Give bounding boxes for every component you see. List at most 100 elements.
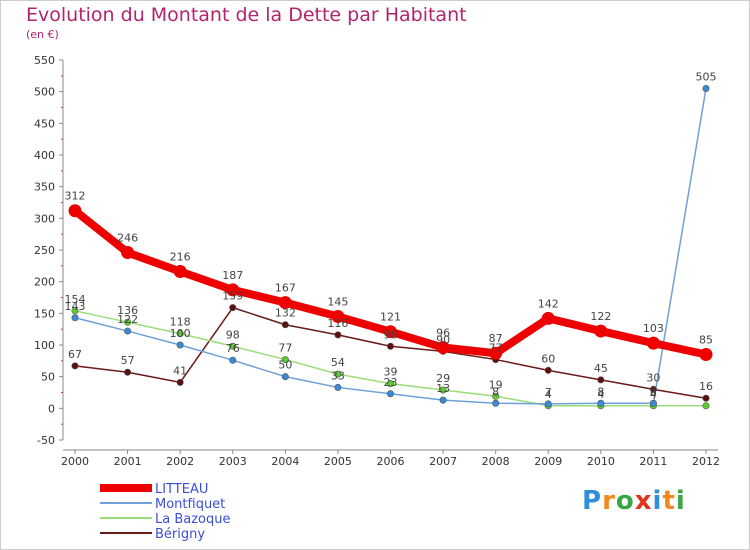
x-tick-label: 2004	[271, 455, 299, 468]
y-tick-label: 550	[34, 54, 55, 67]
data-point	[646, 336, 660, 350]
data-label: 187	[222, 269, 243, 282]
data-label: 98	[226, 328, 240, 341]
x-tick-label: 2002	[166, 455, 194, 468]
chart-title: Evolution du Montant de la Dette par Hab…	[26, 4, 467, 26]
data-point	[649, 399, 657, 407]
data-label: 154	[65, 293, 86, 306]
data-label: 30	[646, 371, 660, 384]
y-tick-label: 50	[41, 371, 55, 384]
data-label: 57	[121, 354, 135, 367]
data-label: 54	[331, 356, 345, 369]
data-point	[124, 318, 132, 326]
data-point	[439, 396, 447, 404]
data-label: 121	[380, 311, 401, 324]
logo-letter: P	[582, 486, 603, 516]
data-point	[386, 390, 394, 398]
chart-subtitle: (en €)	[26, 28, 59, 41]
data-point	[121, 246, 135, 260]
x-tick-label: 2011	[639, 455, 667, 468]
data-label: 159	[222, 290, 243, 303]
data-point	[386, 342, 394, 350]
data-label: 142	[538, 297, 559, 310]
data-point	[439, 386, 447, 394]
data-point	[436, 341, 450, 355]
data-point	[649, 385, 657, 393]
data-label: 13	[436, 382, 450, 395]
data-point	[229, 356, 237, 364]
x-tick-label: 2009	[534, 455, 562, 468]
data-point	[699, 348, 713, 361]
data-label: 29	[436, 372, 450, 385]
proxiti-logo: Proxiti	[582, 486, 686, 516]
y-tick-label: 150	[34, 307, 55, 320]
data-label: 145	[327, 296, 348, 309]
data-label: 77	[489, 342, 503, 355]
data-point	[331, 310, 345, 323]
data-point	[334, 383, 342, 391]
x-tick-label: 2010	[587, 455, 615, 468]
legend-label: LITTEAU	[155, 482, 208, 497]
x-tick-label: 2003	[219, 455, 247, 468]
logo-letter: r	[602, 486, 616, 516]
data-point	[281, 321, 289, 329]
data-point	[544, 400, 552, 408]
logo-letter: i	[652, 486, 663, 516]
data-point	[281, 373, 289, 381]
logo-letter: o	[615, 486, 635, 516]
data-point	[334, 370, 342, 378]
data-label: 7	[545, 386, 552, 399]
data-label: 90	[436, 333, 450, 346]
data-label: 100	[170, 327, 191, 340]
data-label: 45	[594, 362, 608, 375]
data-label: 505	[696, 71, 717, 84]
data-point	[71, 307, 79, 315]
x-tick-label: 2012	[692, 455, 720, 468]
x-tick-label: 2005	[324, 455, 352, 468]
data-point	[702, 394, 710, 402]
y-tick-label: 0	[48, 402, 55, 415]
data-label: 136	[117, 304, 138, 317]
data-point	[597, 399, 605, 407]
data-label: 76	[226, 342, 240, 355]
data-point	[71, 362, 79, 370]
series-line-montfiquet	[74, 87, 707, 405]
data-label: 96	[436, 327, 450, 340]
data-label: 16	[699, 380, 713, 393]
data-point	[386, 380, 394, 388]
data-label: 143	[65, 300, 86, 313]
data-point	[71, 314, 79, 322]
data-label: 23	[384, 376, 398, 389]
data-label: 8	[650, 385, 657, 398]
data-label: 118	[170, 316, 191, 329]
legend-label: Bérigny	[155, 527, 205, 542]
y-tick-label: 200	[34, 276, 55, 289]
data-label: 60	[541, 352, 555, 365]
data-label: 116	[327, 317, 348, 330]
data-label: 216	[170, 251, 191, 264]
data-label: 167	[275, 282, 296, 295]
data-label: 122	[117, 313, 138, 326]
data-point	[124, 368, 132, 376]
data-point	[702, 85, 710, 93]
data-label: 87	[489, 332, 503, 345]
data-point	[541, 311, 555, 325]
data-point	[489, 346, 503, 360]
y-tick-label: -50	[37, 434, 55, 447]
data-point	[176, 330, 184, 338]
data-label: 39	[384, 366, 398, 379]
data-label: 122	[590, 310, 611, 323]
data-point	[124, 327, 132, 335]
y-tick-label: 350	[34, 181, 55, 194]
data-point	[281, 356, 289, 364]
data-point	[229, 304, 237, 312]
data-label: 85	[699, 334, 713, 347]
data-point	[334, 331, 342, 339]
data-label: 98	[384, 328, 398, 341]
data-label: 67	[68, 348, 82, 361]
data-point	[173, 265, 187, 279]
data-label: 4	[545, 388, 552, 401]
data-label: 132	[275, 307, 296, 320]
data-point	[176, 341, 184, 349]
